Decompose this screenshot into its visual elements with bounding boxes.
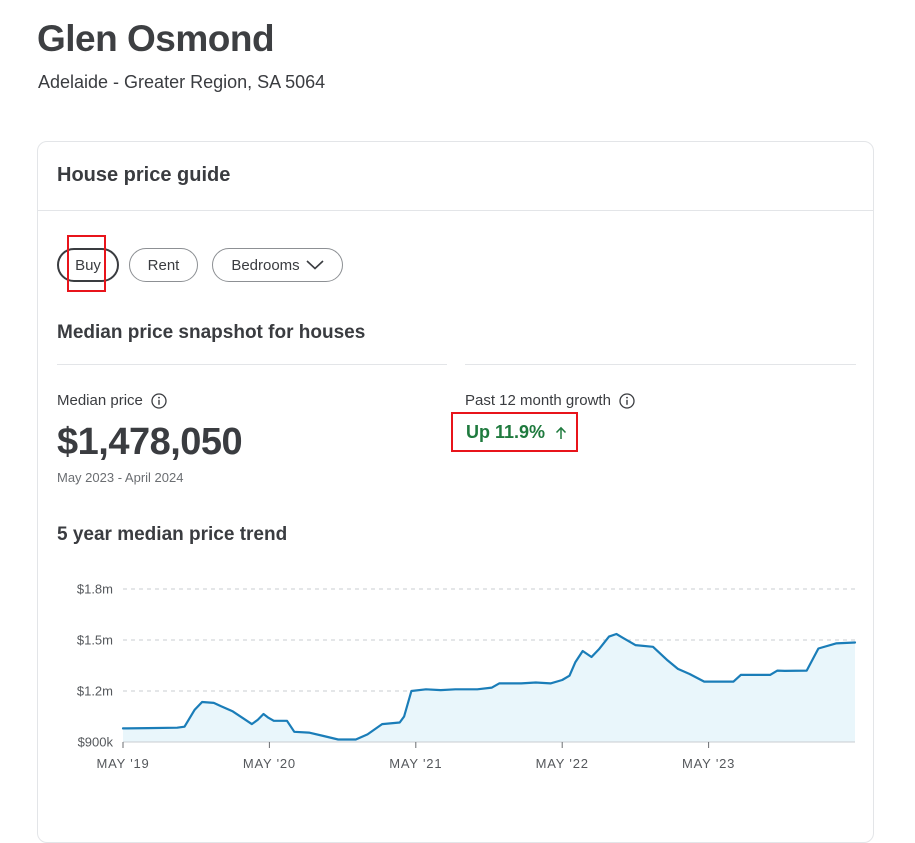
snapshot-divider-right <box>465 364 856 365</box>
bedrooms-dropdown[interactable]: Bedrooms <box>212 248 343 282</box>
card-header: House price guide <box>38 142 873 211</box>
growth-value-text: Up 11.9% <box>466 422 546 442</box>
median-price-label: Median price <box>57 392 143 409</box>
median-price-value: $1,478,050 <box>57 421 243 463</box>
info-icon[interactable] <box>619 392 635 409</box>
snapshot-title: Median price snapshot for houses <box>57 322 366 343</box>
growth-value: Up 11.9% <box>466 422 567 443</box>
suburb-location: Adelaide - Greater Region, SA 5064 <box>38 72 326 92</box>
snapshot-divider-left <box>57 364 447 365</box>
trend-title: 5 year median price trend <box>57 524 288 545</box>
arrow-up-icon <box>556 426 567 439</box>
chevron-down-icon <box>306 260 324 270</box>
y-tick-label: $1.2m <box>77 684 113 699</box>
price-series-line <box>121 632 857 741</box>
growth-label: Past 12 month growth <box>465 392 611 409</box>
price-trend-chart: $900k $1.2m $1.5m $1.8m MAY '19 MAY '20 MAY '2… <box>77 582 857 771</box>
x-tick-label: MAY '21 <box>389 756 442 771</box>
growth-label-row: Past 12 month growth <box>465 392 635 409</box>
median-price-label-row: Median price <box>57 392 167 409</box>
rent-filter-button[interactable]: Rent <box>129 248 198 282</box>
x-tick-label: MAY '22 <box>536 756 589 771</box>
card-title: House price guide <box>57 164 231 186</box>
x-tick-label: MAY '23 <box>682 756 735 771</box>
suburb-title: Glen Osmond <box>37 18 275 59</box>
x-tick-label: MAY '20 <box>243 756 296 771</box>
y-tick-label: $1.5m <box>77 633 113 648</box>
y-tick-label: $900k <box>78 735 114 750</box>
median-price-period: May 2023 - April 2024 <box>57 470 184 485</box>
bedrooms-label: Bedrooms <box>231 256 300 274</box>
info-icon[interactable] <box>151 392 167 409</box>
y-tick-label: $1.8m <box>77 582 113 597</box>
x-tick-label: MAY '19 <box>96 756 149 771</box>
